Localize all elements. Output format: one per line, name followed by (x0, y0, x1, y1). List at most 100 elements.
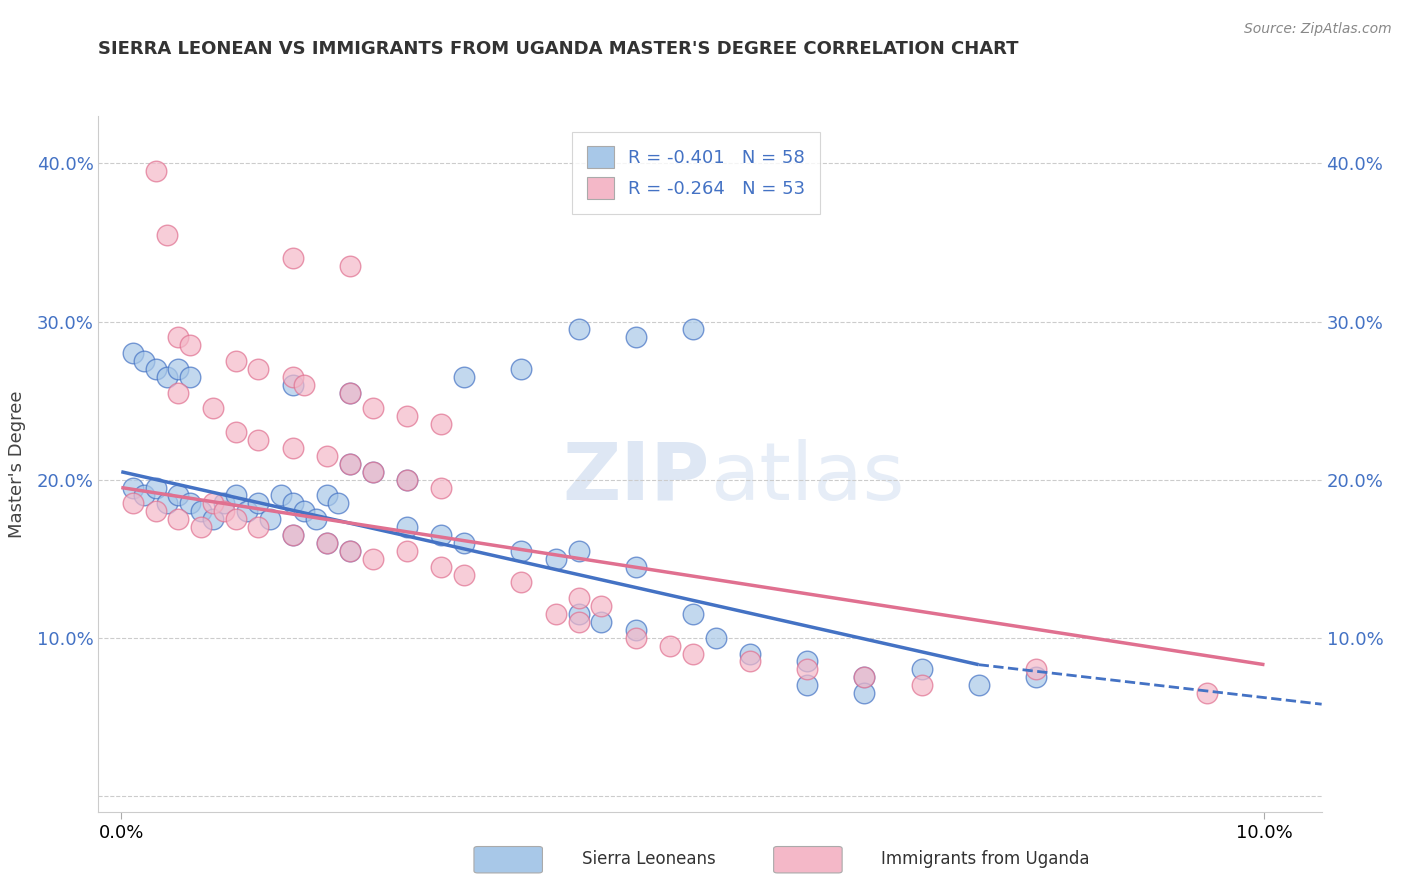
Point (134, 354, 156, 368)
Point (567, 607, 589, 621)
Point (121, 496, 143, 510)
Point (316, 536, 339, 550)
Point (247, 362, 270, 376)
Point (339, 385, 361, 400)
Point (225, 425, 247, 440)
Point (247, 433, 270, 447)
Point (304, 512, 326, 526)
Point (259, 512, 281, 526)
Point (316, 488, 339, 502)
Point (361, 465, 384, 479)
Text: SIERRA LEONEAN VS IMMIGRANTS FROM UGANDA MASTER'S DEGREE CORRELATION CHART: SIERRA LEONEAN VS IMMIGRANTS FROM UGANDA… (98, 40, 1019, 58)
Point (430, 528, 453, 542)
Point (339, 385, 361, 400)
FancyBboxPatch shape (474, 847, 543, 873)
Point (624, 559, 647, 574)
Point (167, 512, 190, 526)
Point (121, 481, 143, 495)
Point (156, 369, 179, 384)
Point (682, 607, 704, 621)
Point (134, 488, 156, 502)
Point (121, 346, 143, 360)
Point (738, 647, 761, 661)
Point (544, 551, 567, 566)
Point (510, 575, 533, 590)
Point (430, 417, 453, 432)
Point (796, 678, 818, 692)
Point (201, 496, 224, 510)
Point (281, 528, 304, 542)
Point (796, 655, 818, 669)
Point (292, 504, 315, 518)
FancyBboxPatch shape (773, 847, 842, 873)
Point (624, 623, 647, 637)
Text: Immigrants from Uganda: Immigrants from Uganda (882, 850, 1090, 868)
Point (316, 536, 339, 550)
Point (453, 369, 475, 384)
Point (453, 536, 475, 550)
Point (567, 615, 589, 629)
Text: Source: ZipAtlas.com: Source: ZipAtlas.com (1244, 22, 1392, 37)
Point (544, 607, 567, 621)
Point (328, 496, 350, 510)
Text: Sierra Leoneans: Sierra Leoneans (582, 850, 716, 868)
Point (225, 354, 247, 368)
Point (361, 551, 384, 566)
Point (339, 457, 361, 471)
Point (430, 559, 453, 574)
Point (145, 164, 167, 178)
Point (396, 473, 419, 487)
Point (1025, 662, 1047, 676)
Point (167, 330, 190, 344)
Point (281, 496, 304, 510)
Point (396, 473, 419, 487)
Point (624, 330, 647, 344)
Point (567, 591, 589, 606)
Point (247, 496, 270, 510)
Point (339, 457, 361, 471)
Point (201, 512, 224, 526)
Point (796, 662, 818, 676)
Point (225, 512, 247, 526)
Point (247, 520, 270, 534)
Point (510, 543, 533, 558)
Point (201, 401, 224, 416)
Point (339, 543, 361, 558)
Point (704, 631, 727, 645)
Point (853, 670, 876, 684)
Point (270, 488, 292, 502)
Point (967, 678, 990, 692)
Point (145, 504, 167, 518)
Point (510, 362, 533, 376)
Point (396, 520, 419, 534)
Point (682, 322, 704, 336)
Point (339, 259, 361, 273)
Point (1025, 670, 1047, 684)
Point (281, 252, 304, 266)
Point (281, 528, 304, 542)
Point (225, 488, 247, 502)
Point (682, 647, 704, 661)
Point (212, 504, 235, 518)
Point (145, 481, 167, 495)
Point (738, 655, 761, 669)
Point (281, 377, 304, 392)
Point (179, 369, 201, 384)
Point (179, 496, 201, 510)
Point (167, 488, 190, 502)
Point (145, 362, 167, 376)
Text: ZIP: ZIP (562, 439, 710, 516)
Point (853, 670, 876, 684)
Point (567, 322, 589, 336)
Point (430, 481, 453, 495)
Point (316, 449, 339, 463)
Point (167, 385, 190, 400)
Point (453, 567, 475, 582)
Point (910, 678, 932, 692)
Point (659, 639, 682, 653)
Point (853, 686, 876, 700)
Point (624, 631, 647, 645)
Point (910, 662, 932, 676)
Point (212, 496, 235, 510)
Point (281, 369, 304, 384)
